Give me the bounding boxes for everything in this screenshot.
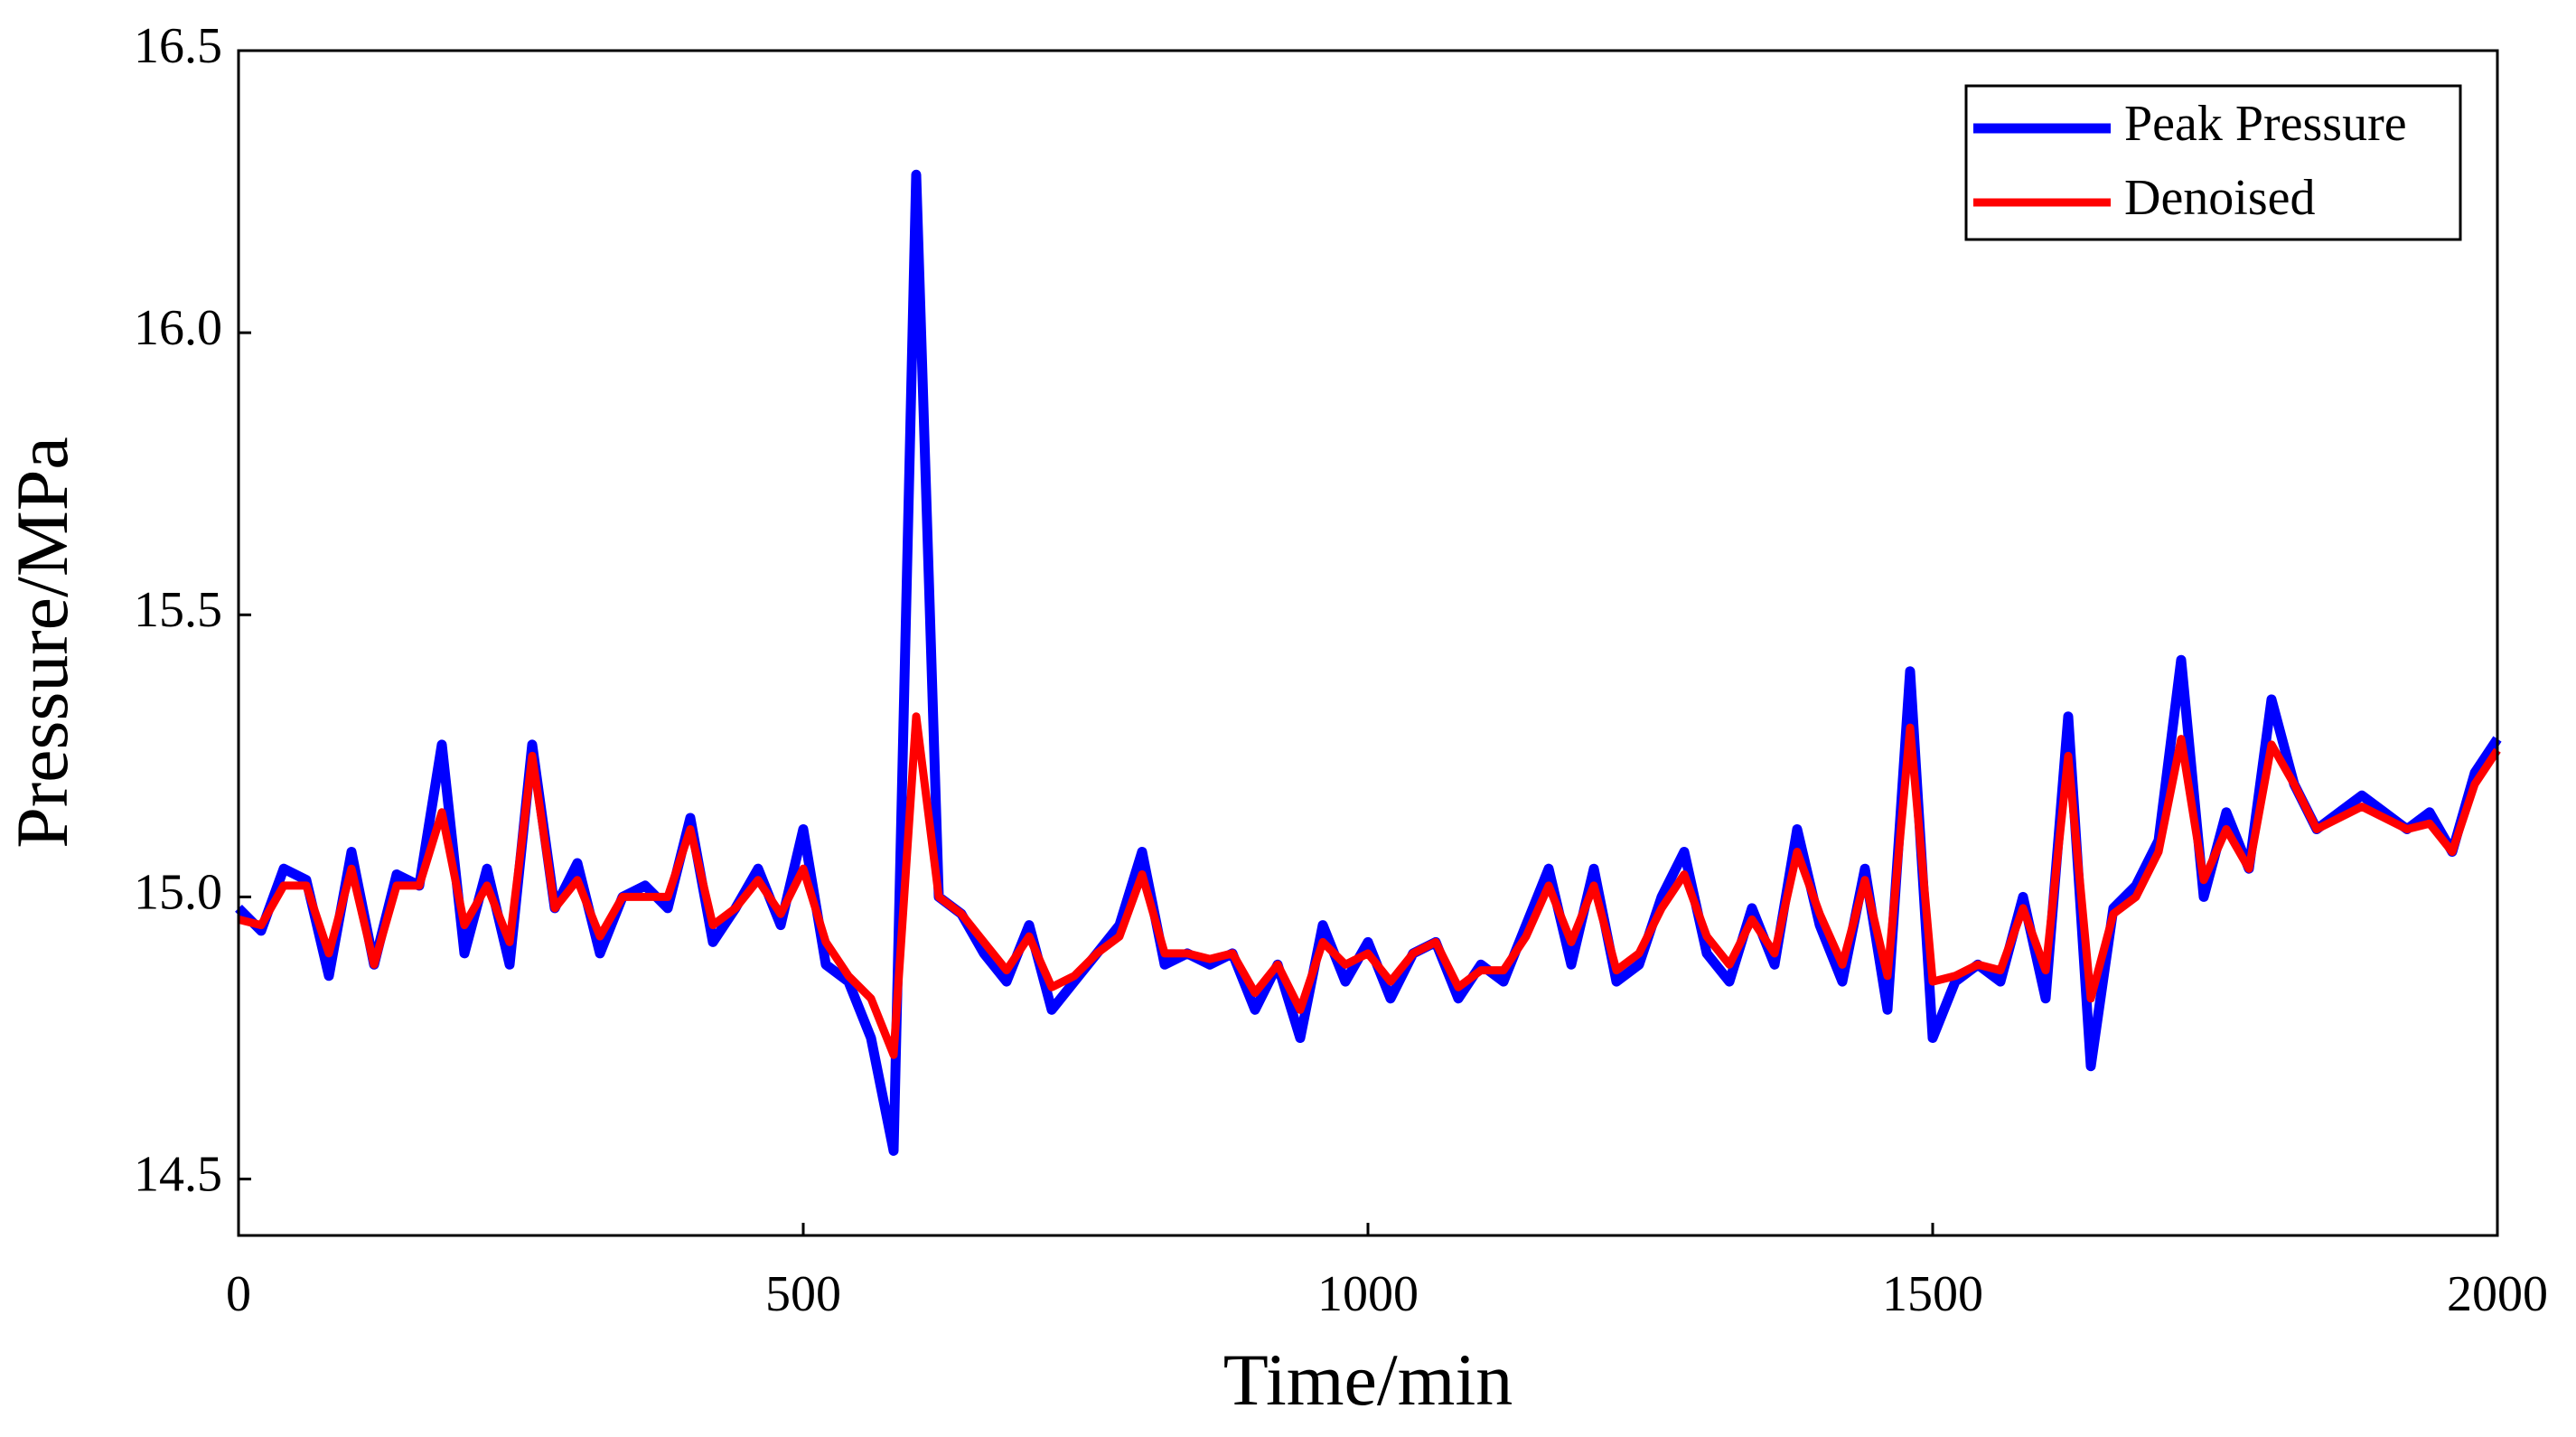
x-tick-label: 1000: [1317, 1266, 1419, 1322]
y-tick-label: 15.5: [134, 582, 222, 638]
y-tick-label: 16.0: [134, 300, 222, 356]
line-series: [237, 712, 2501, 1059]
y-axis-label: Pressure/MPa: [1, 437, 83, 849]
y-tick-label: 15.0: [134, 864, 222, 920]
x-tick-label: 500: [765, 1266, 841, 1322]
x-axis-label: Time/min: [1223, 1338, 1513, 1421]
legend-box: [1964, 84, 2462, 241]
y-tick-label: 14.5: [134, 1146, 222, 1202]
y-tick-label: 16.5: [134, 18, 222, 74]
legend-label: Peak Pressure: [2124, 96, 2407, 152]
x-tick-label: 1500: [1882, 1266, 1983, 1322]
x-tick-label: 2000: [2447, 1266, 2548, 1322]
legend-label: Denoised: [2124, 170, 2316, 226]
line-series: [235, 169, 2502, 1156]
x-tick-label: 0: [226, 1266, 251, 1322]
